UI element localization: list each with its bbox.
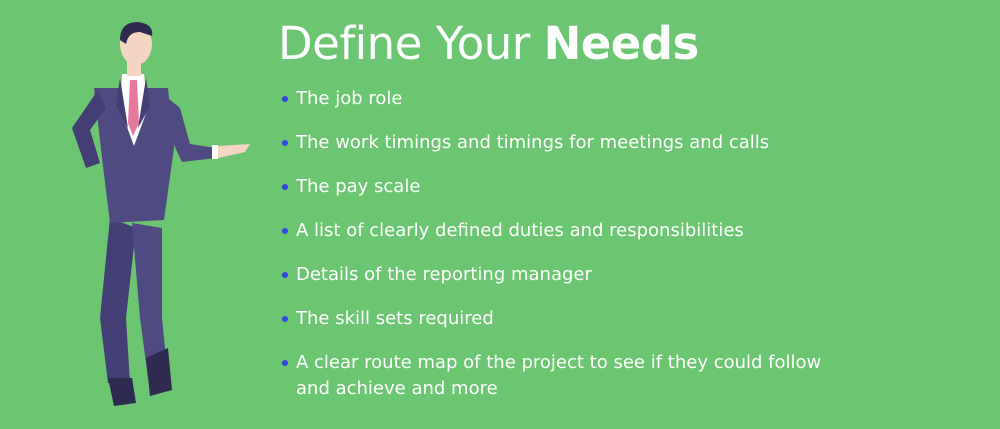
businessman-illustration [72, 22, 250, 406]
bullet-icon [282, 360, 288, 366]
bullet-icon [282, 272, 288, 278]
list-item: A list of clearly defined duties and res… [280, 218, 840, 262]
list-item: The job role [280, 86, 840, 130]
list-item-text: The job role [296, 88, 403, 109]
list-item-text: The skill sets required [296, 308, 494, 329]
title-regular: Define Your [278, 17, 544, 70]
list-item-text: A clear route map of the project to see … [296, 352, 822, 399]
list-item-text: The pay scale [296, 176, 421, 197]
list-item: The pay scale [280, 174, 840, 218]
bullet-icon [282, 184, 288, 190]
needs-list: The job role The work timings and timing… [280, 86, 840, 399]
list-item: The skill sets required [280, 306, 840, 350]
page-title: Define Your Needs [278, 14, 699, 74]
bullet-icon [282, 140, 288, 146]
bullet-icon [282, 96, 288, 102]
list-item: Details of the reporting manager [280, 262, 840, 306]
list-item: The work timings and timings for meeting… [280, 130, 840, 174]
title-bold: Needs [543, 17, 700, 70]
bullet-icon [282, 228, 288, 234]
list-item: A clear route map of the project to see … [280, 350, 840, 399]
list-item-text: The work timings and timings for meeting… [296, 132, 770, 153]
list-item-text: A list of clearly defined duties and res… [296, 220, 744, 241]
bullet-icon [282, 316, 288, 322]
list-item-text: Details of the reporting manager [296, 264, 592, 285]
